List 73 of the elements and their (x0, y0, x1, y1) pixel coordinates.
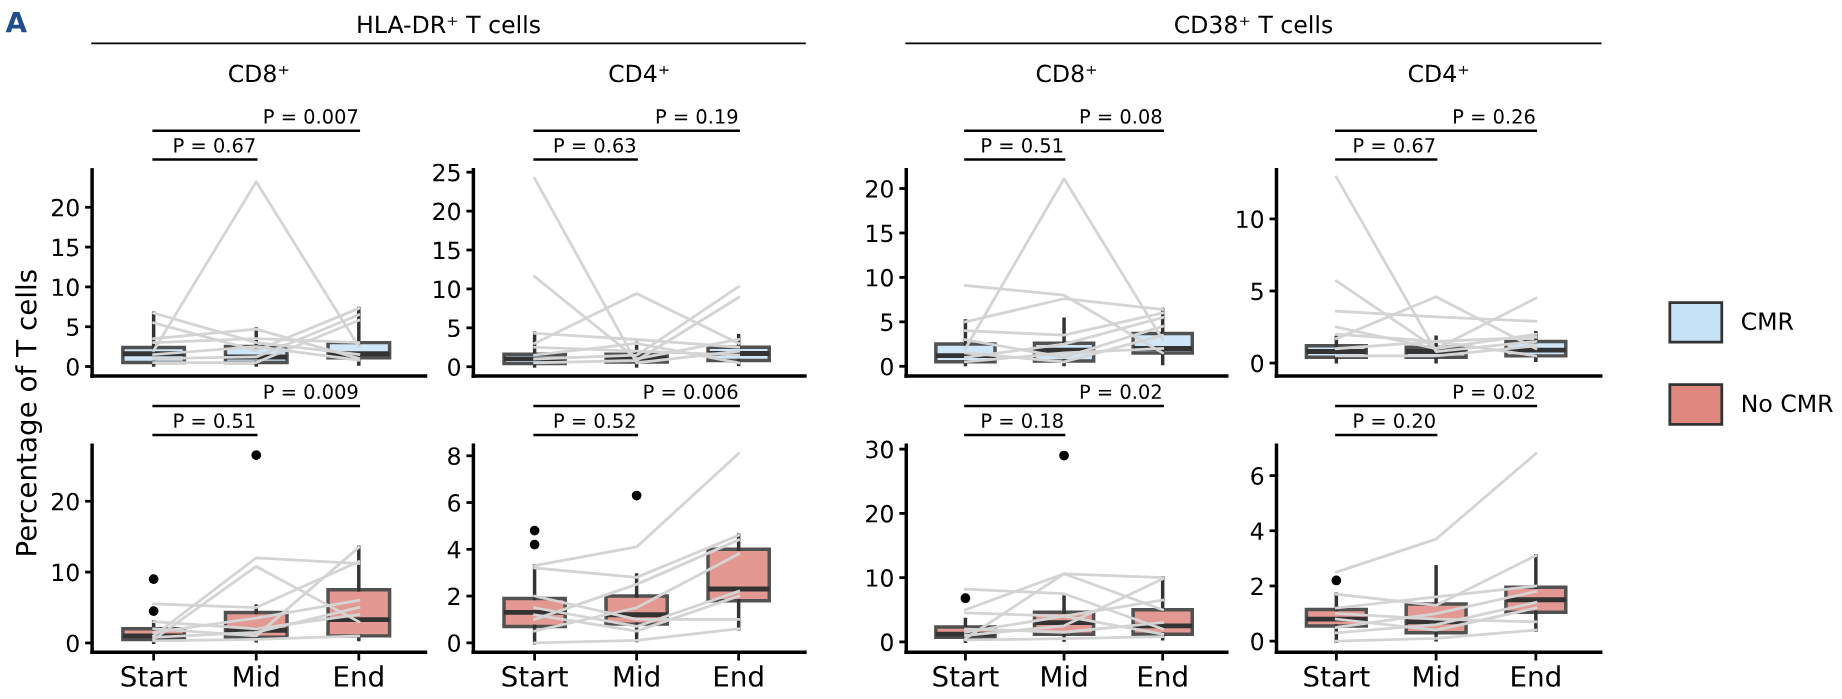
y-axis-title: Percentage of T cells (15, 270, 43, 555)
y-tick-label: 15 (867, 224, 893, 243)
text: P = 0.51 (982, 137, 1063, 153)
text: P = 0.63 (554, 137, 636, 153)
y-tick-label: 0 (66, 357, 79, 376)
text: P = 0.19 (656, 109, 738, 124)
y-tick-label: 10 (867, 268, 893, 287)
y-tick-label: 5 (1251, 282, 1263, 301)
text: P = 0.67 (1354, 137, 1435, 153)
chart-title: HLA-DR⁺ T cells (358, 15, 540, 34)
y-tick-label: 6 (1251, 467, 1264, 485)
y-tick-label: 0 (880, 633, 893, 652)
chart-title: CD38⁺ T cells (1175, 15, 1333, 34)
x-tick-label: Mid (234, 665, 279, 687)
y-tick-label: 10 (867, 569, 893, 587)
chart-subtitle: CD8⁺ (1036, 64, 1097, 83)
x-tick-label: Mid (614, 665, 659, 687)
y-tick-label: 10 (1237, 210, 1264, 229)
legend-label: CMR (1742, 312, 1794, 331)
y-tick-label: 10 (52, 278, 79, 297)
text: P = 0.52 (554, 413, 635, 429)
text: P = 0.009 (264, 384, 358, 400)
legend-label: No CMR (1742, 394, 1833, 413)
x-tick-label: Mid (1414, 665, 1459, 687)
y-tick-label: 5 (67, 318, 79, 337)
chart-subtitle: CD8⁺ (229, 64, 289, 83)
y-tick-label: 10 (52, 563, 79, 582)
x-tick-label: End (714, 665, 763, 687)
text: P = 0.51 (174, 413, 255, 429)
y-tick-label: 30 (866, 440, 893, 459)
y-tick-label: 5 (881, 313, 893, 332)
y-tick-label: 20 (866, 179, 893, 198)
y-tick-label: 0 (448, 358, 461, 377)
y-tick-label: 20 (51, 198, 79, 217)
y-tick-label: 2 (448, 587, 460, 606)
text: P = 0.26 (1454, 109, 1535, 124)
y-tick-label: 20 (51, 492, 79, 511)
y-tick-label: 4 (447, 541, 461, 559)
chart-subtitle: CD4⁺ (609, 64, 669, 83)
y-tick-label: 4 (1250, 522, 1264, 540)
y-tick-label: 20 (866, 504, 893, 523)
y-tick-label: 25 (433, 163, 460, 182)
y-tick-label: 6 (448, 493, 461, 512)
x-tick-label: Start (933, 665, 999, 687)
text: P = 0.18 (982, 413, 1063, 429)
text: A (5, 11, 27, 33)
x-tick-label: Start (1304, 665, 1370, 687)
x-tick-label: Start (121, 665, 187, 687)
y-tick-label: 5 (448, 319, 460, 338)
y-tick-label: 10 (434, 280, 461, 299)
y-tick-label: 8 (448, 447, 460, 466)
chart-subtitle: CD4⁺ (1408, 64, 1469, 83)
y-tick-label: 15 (434, 241, 460, 260)
y-tick-label: 20 (433, 202, 461, 221)
y-tick-label: 0 (880, 357, 893, 376)
x-tick-label: End (335, 665, 383, 687)
y-tick-label: 15 (52, 238, 79, 257)
x-tick-label: End (1512, 665, 1560, 687)
text: P = 0.007 (264, 109, 358, 124)
x-tick-label: Start (502, 665, 568, 687)
text: P = 0.02 (1080, 384, 1161, 400)
y-tick-label: 2 (1251, 577, 1263, 595)
text: P = 0.67 (174, 137, 255, 153)
text: P = 0.006 (644, 384, 738, 400)
y-tick-label: 0 (66, 634, 79, 653)
x-tick-label: Mid (1042, 665, 1087, 687)
y-tick-label: 0 (1251, 354, 1264, 373)
text: P = 0.02 (1454, 384, 1534, 400)
y-tick-label: 0 (448, 634, 461, 653)
text: P = 0.08 (1080, 109, 1162, 124)
y-tick-label: 0 (1251, 632, 1264, 651)
text: P = 0.20 (1354, 413, 1435, 429)
x-tick-label: End (1139, 665, 1187, 687)
